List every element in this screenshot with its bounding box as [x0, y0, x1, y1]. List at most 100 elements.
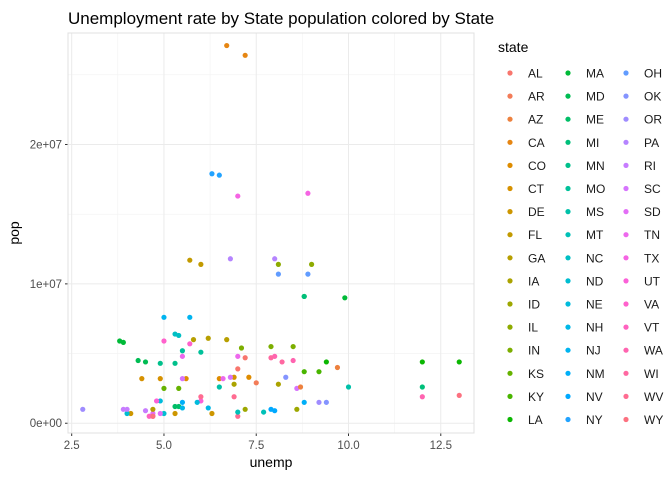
legend-label-ca: CA: [528, 136, 545, 150]
legend-label-wi: WI: [644, 367, 659, 381]
data-point-nm: [301, 399, 307, 405]
legend-key-tn: [623, 232, 629, 238]
y-tick-label: 1e+07: [30, 279, 62, 291]
legend-label-tn: TN: [644, 228, 660, 242]
data-point-nm: [179, 399, 186, 405]
data-point-tn: [235, 353, 241, 359]
data-point-ky: [301, 369, 307, 375]
legend-label-va: VA: [644, 298, 659, 312]
data-point-fl: [187, 257, 193, 263]
data-point-nh: [205, 405, 211, 411]
legend-label-co: CO: [528, 159, 546, 173]
data-point-co: [216, 376, 222, 382]
legend-key-co: [507, 162, 513, 168]
data-point-az: [297, 384, 304, 390]
data-point-al: [242, 355, 248, 361]
data-point-mo: [179, 348, 186, 354]
data-point-ks: [161, 385, 167, 392]
data-point-wv: [235, 413, 241, 419]
legend-key-ut: [623, 278, 629, 284]
data-point-ny: [209, 171, 215, 177]
legend-key-ks: [507, 370, 513, 376]
legend-key-ct: [507, 185, 513, 192]
data-point-ct: [139, 376, 145, 382]
data-point-mt: [235, 409, 241, 415]
legend-label-nc: NC: [586, 251, 604, 265]
legend-key-vt: [623, 324, 629, 330]
legend-key-mo: [565, 185, 571, 192]
legend-key-or: [623, 116, 629, 122]
legend-label-nv: NV: [586, 390, 603, 404]
y-tick-label: 0e+00: [30, 418, 62, 430]
legend-key-ky: [507, 393, 513, 399]
data-point-co: [183, 376, 189, 382]
legend-label-wv: WV: [644, 390, 663, 404]
data-point-de: [209, 410, 215, 417]
data-point-mt: [261, 409, 267, 415]
data-point-la: [419, 359, 425, 365]
data-point-tx: [305, 190, 311, 196]
data-point-la: [456, 359, 462, 365]
data-point-ne: [157, 398, 163, 404]
data-point-oh: [305, 271, 311, 277]
legend-label-ga: GA: [528, 251, 545, 265]
data-point-ne: [194, 399, 200, 405]
legend-key-mn: [565, 162, 571, 168]
legend-key-ga: [507, 255, 513, 261]
data-point-ct: [231, 374, 237, 380]
legend-title: state: [498, 39, 529, 55]
data-point-az: [334, 364, 341, 371]
legend-label-ct: CT: [528, 182, 545, 196]
data-point-ia: [231, 381, 237, 387]
legend-label-in: IN: [528, 344, 540, 358]
legend-key-wv: [623, 393, 629, 399]
legend-label-ok: OK: [644, 90, 661, 104]
data-point-sc: [227, 374, 233, 380]
data-point-wv: [198, 394, 204, 400]
data-point-ok: [283, 374, 289, 380]
legend-key-ma: [565, 70, 571, 76]
legend-key-me: [565, 116, 571, 122]
data-point-ca: [224, 42, 230, 49]
data-point-ma: [342, 295, 348, 301]
data-point-ri: [124, 406, 130, 412]
data-point-nj: [187, 314, 193, 320]
legend-label-md: MD: [586, 90, 605, 104]
legend-key-wa: [623, 347, 629, 353]
legend-label-ms: MS: [586, 205, 604, 219]
data-point-pa: [227, 256, 233, 262]
legend-label-mi: MI: [586, 136, 599, 150]
data-point-la: [323, 359, 329, 365]
legend-label-ut: UT: [644, 274, 661, 288]
legend-label-ne: NE: [586, 298, 603, 312]
data-point-wa: [419, 394, 425, 400]
legend-key-az: [507, 116, 513, 122]
data-point-de: [128, 410, 134, 417]
x-tick-label: 5.0: [156, 440, 172, 452]
data-point-vt: [146, 413, 152, 419]
data-point-ri: [120, 406, 126, 412]
data-point-ri: [142, 408, 149, 414]
legend-key-tx: [623, 255, 629, 261]
legend-label-or: OR: [644, 113, 662, 127]
legend-key-nc: [565, 255, 571, 261]
data-point-sc: [179, 376, 186, 382]
legend-label-wa: WA: [644, 344, 663, 358]
data-point-ca: [242, 52, 248, 58]
legend-key-ny: [565, 416, 571, 423]
legend-key-nh: [565, 324, 571, 330]
data-point-ma: [120, 339, 126, 346]
data-point-wy: [456, 392, 462, 398]
chart-title: Unemployment rate by State population co…: [68, 9, 494, 28]
data-point-id: [242, 406, 248, 412]
legend-label-nh: NH: [586, 321, 603, 335]
data-point-nd: [161, 410, 167, 417]
data-point-ny: [216, 172, 222, 178]
data-point-al: [235, 366, 241, 372]
legend-key-il: [507, 324, 513, 330]
data-point-pa: [272, 256, 278, 262]
y-axis-ticks: 0e+00 1e+07 2e+07: [30, 139, 68, 430]
legend-key-nj: [565, 347, 571, 353]
legend-key-md: [565, 93, 571, 99]
